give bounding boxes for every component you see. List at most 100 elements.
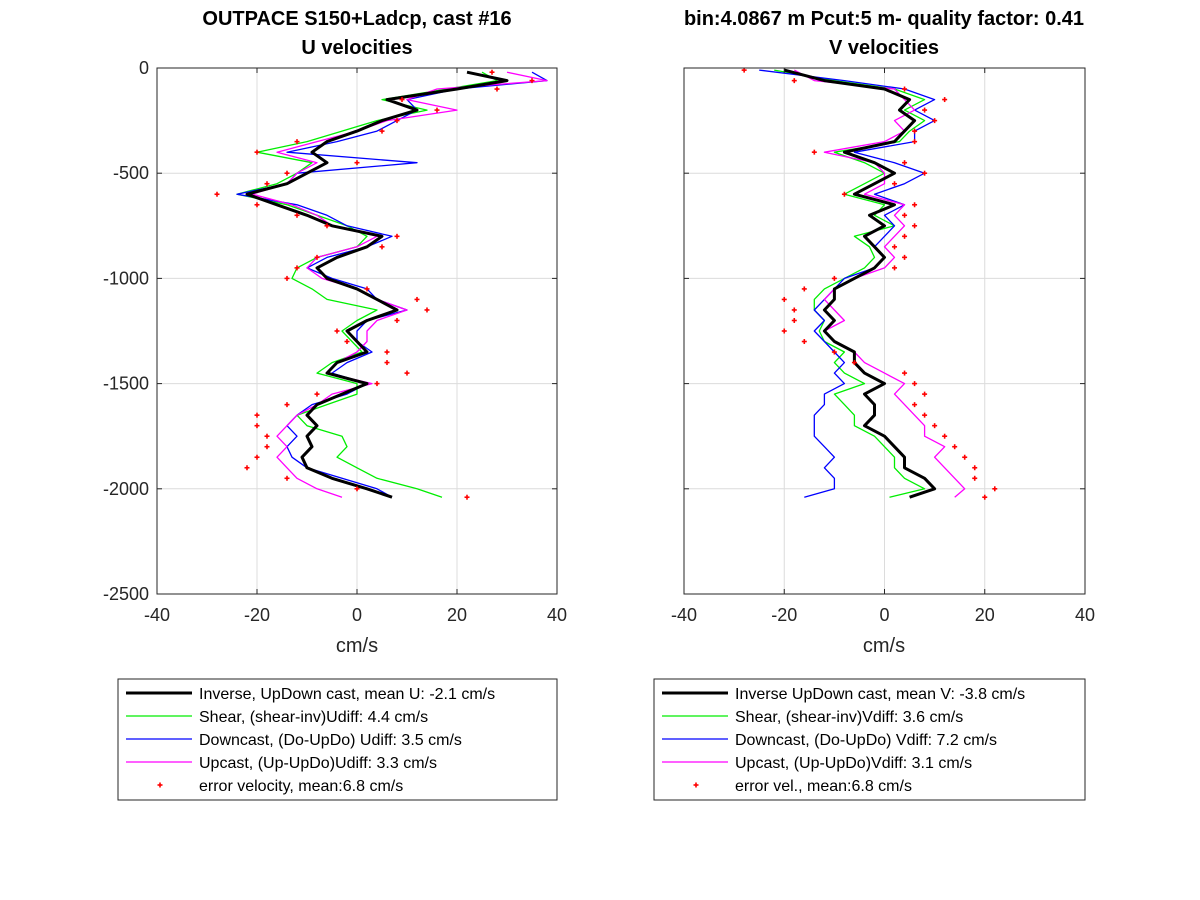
x-tick-label: 20 — [975, 605, 995, 625]
error-velocity-point — [851, 360, 857, 366]
error-velocity-point — [254, 423, 260, 429]
error-velocity-point — [972, 475, 978, 481]
error-velocity-point — [922, 107, 928, 113]
error-velocity-point — [912, 128, 918, 134]
error-velocity-point — [394, 118, 400, 124]
right-series-lines — [759, 68, 966, 499]
series-line — [236, 71, 548, 498]
error-velocity-point — [811, 149, 817, 155]
y-tick-label: -1500 — [103, 374, 149, 394]
x-tick-label: 40 — [547, 605, 567, 625]
y-tick-label: -2000 — [103, 479, 149, 499]
error-velocity-point — [379, 128, 385, 134]
left-legend: Inverse, UpDown cast, mean U: -2.1 cm/s S… — [117, 678, 558, 801]
series-line — [245, 70, 509, 499]
error-velocity-point — [379, 244, 385, 250]
error-velocity-point — [214, 191, 220, 197]
error-velocity-point — [902, 212, 908, 218]
legend-label: Inverse, UpDown cast, mean U: -2.1 cm/s — [199, 686, 495, 703]
error-velocity-point — [791, 317, 797, 323]
v-velocity-panel: bin:4.0867 m Pcut:5 m- quality factor: 0… — [671, 8, 1095, 657]
error-velocity-point — [354, 486, 360, 492]
error-velocity-point — [489, 69, 495, 75]
legend-entry: Inverse, UpDown cast, mean U: -2.1 cm/s — [126, 686, 495, 703]
error-velocity-point — [831, 275, 837, 281]
error-velocity-point — [529, 78, 535, 84]
error-velocity-point — [324, 223, 330, 229]
error-velocity-point — [982, 494, 988, 500]
error-velocity-point — [922, 412, 928, 418]
error-velocity-point — [254, 149, 260, 155]
error-velocity-point — [912, 223, 918, 229]
error-velocity-point — [801, 286, 807, 292]
error-velocity-point — [962, 454, 968, 460]
left-error-points — [214, 69, 535, 500]
right-subtitle: V velocities — [829, 37, 939, 59]
left-subtitle: U velocities — [301, 37, 412, 59]
error-velocity-point — [254, 202, 260, 208]
error-velocity-point — [892, 181, 898, 187]
error-velocity-point — [294, 212, 300, 218]
error-velocity-point — [892, 265, 898, 271]
error-velocity-point — [801, 339, 807, 345]
series-line — [236, 71, 498, 498]
left-series-lines — [236, 70, 548, 499]
left-xlabel: cm/s — [336, 635, 378, 657]
error-velocity-point — [494, 86, 500, 92]
x-tick-label: 0 — [352, 605, 362, 625]
error-velocity-point — [314, 391, 320, 397]
legend-label: Inverse UpDown cast, mean V: -3.8 cm/s — [735, 686, 1025, 703]
error-velocity-point — [384, 360, 390, 366]
x-tick-label: -20 — [244, 605, 270, 625]
legend-label: error velocity, mean:6.8 cm/s — [199, 778, 403, 795]
error-velocity-point — [902, 254, 908, 260]
error-velocity-point — [314, 254, 320, 260]
error-velocity-point — [394, 317, 400, 323]
error-velocity-point — [434, 107, 440, 113]
error-velocity-point — [284, 402, 290, 408]
x-tick-label: 40 — [1075, 605, 1095, 625]
legend-entry: Upcast, (Up-UpDo)Udiff: 3.3 cm/s — [126, 755, 437, 772]
error-velocity-point — [791, 307, 797, 313]
error-velocity-point — [992, 486, 998, 492]
error-velocity-point — [902, 233, 908, 239]
left-y-ticks: 0 -500 -1000 -1500 -2000 -2500 — [103, 58, 557, 604]
error-velocity-point — [952, 444, 958, 450]
legend-label: Upcast, (Up-UpDo)Vdiff: 3.1 cm/s — [735, 755, 972, 772]
error-velocity-point — [294, 265, 300, 271]
error-velocity-point — [284, 170, 290, 176]
error-velocity-point — [394, 233, 400, 239]
error-velocity-point — [284, 275, 290, 281]
error-velocity-point — [972, 465, 978, 471]
error-velocity-point — [841, 191, 847, 197]
legend-label: error vel., mean:6.8 cm/s — [735, 778, 912, 795]
error-velocity-point — [399, 97, 405, 103]
right-y-ticks — [684, 67, 1085, 595]
legend-entry: Downcast, (Do-UpDo) Udiff: 3.5 cm/s — [126, 732, 462, 749]
error-velocity-point — [414, 296, 420, 302]
error-velocity-point — [912, 139, 918, 145]
series-line — [774, 69, 926, 498]
error-velocity-point — [384, 349, 390, 355]
error-velocity-point — [922, 391, 928, 397]
legend-label: Downcast, (Do-UpDo) Udiff: 3.5 cm/s — [199, 732, 462, 749]
legend-entry: error vel., mean:6.8 cm/s — [693, 778, 912, 795]
y-tick-label: -2500 — [103, 584, 149, 604]
legend-entry: error velocity, mean:6.8 cm/s — [157, 778, 403, 795]
y-tick-label: -500 — [113, 163, 149, 183]
legend-entry: Downcast, (Do-UpDo) Vdiff: 7.2 cm/s — [662, 732, 997, 749]
error-velocity-point — [254, 454, 260, 460]
error-velocity-point — [932, 118, 938, 124]
error-velocity-point — [831, 349, 837, 355]
error-velocity-point — [464, 494, 470, 500]
legend-entry: Inverse UpDown cast, mean V: -3.8 cm/s — [662, 686, 1025, 703]
error-velocity-point — [781, 296, 787, 302]
x-tick-label: 0 — [879, 605, 889, 625]
left-x-ticks: -40 -20 0 20 40 — [144, 68, 567, 625]
error-velocity-point — [354, 160, 360, 166]
error-velocity-point — [902, 370, 908, 376]
right-xlabel: cm/s — [863, 635, 905, 657]
x-tick-label: -40 — [671, 605, 697, 625]
error-velocity-point — [902, 160, 908, 166]
legend-label: Upcast, (Up-UpDo)Udiff: 3.3 cm/s — [199, 755, 437, 772]
